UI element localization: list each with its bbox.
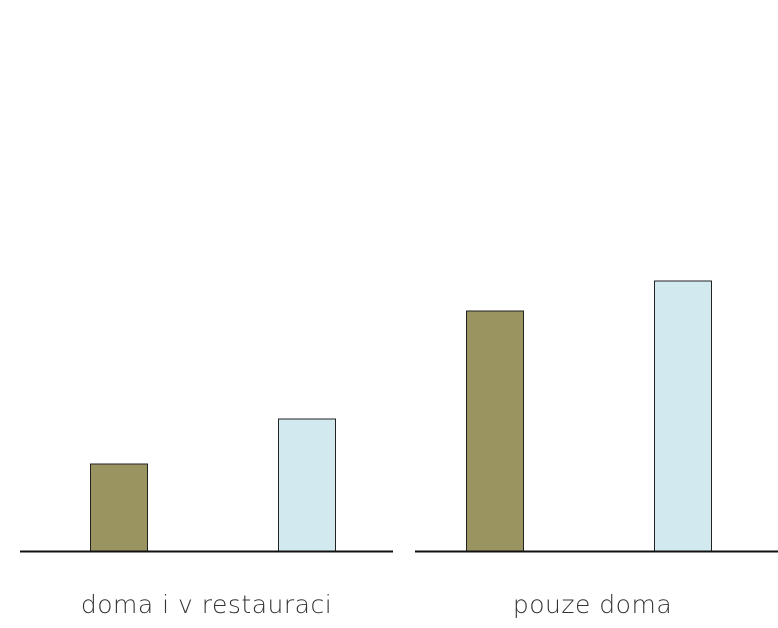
category-label: pouze doma — [513, 590, 672, 619]
bar — [90, 463, 148, 552]
bar — [278, 418, 336, 552]
bar — [654, 280, 712, 552]
bar — [466, 310, 524, 552]
category-label: doma i v restauraci — [81, 590, 332, 619]
